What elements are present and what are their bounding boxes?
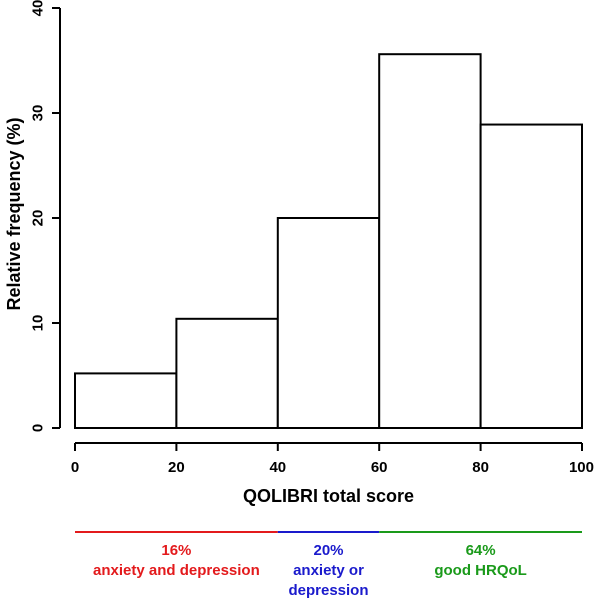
x-tick-label: 60: [371, 459, 388, 476]
score-groups: 16% anxiety and depression 20% anxiety or de…: [75, 531, 582, 599]
x-tick-label: 100: [569, 459, 594, 476]
x-tick-label: 20: [168, 459, 185, 476]
y-tick-label: 10: [30, 315, 47, 332]
histogram-bar-0: [74, 372, 178, 429]
histogram-bar-3: [378, 53, 482, 429]
y-tick-label: 0: [30, 424, 47, 432]
histogram-bar-2: [276, 217, 381, 429]
group-label-1-line-1: anxiety or: [293, 562, 364, 579]
bars-group: [74, 53, 584, 430]
y-axis-title: Relative frequency (%): [4, 117, 24, 310]
group-label-2-line-1: good HRQoL: [434, 562, 526, 579]
x-tick-label: 80: [472, 459, 489, 476]
y-tick-label: 20: [30, 210, 47, 227]
group-label-1-line-2: depression: [288, 582, 368, 599]
x-axis-title: QOLIBRI total score: [243, 486, 414, 506]
histogram-bar-1: [175, 317, 279, 429]
histogram-bar-4: [479, 123, 584, 430]
group-label-0-line-0: 16%: [161, 542, 191, 559]
group-label-1-line-0: 20%: [313, 542, 343, 559]
x-tick-label: 0: [71, 459, 79, 476]
y-tick-label: 40: [30, 0, 47, 16]
x-tick-label: 40: [269, 459, 286, 476]
group-label-0-line-1: anxiety and depression: [93, 562, 260, 579]
y-axis: 0 10 20 30 40: [30, 0, 61, 432]
x-axis: 0 20 40 60 80 100: [71, 442, 594, 476]
group-label-2-line-0: 64%: [466, 542, 496, 559]
y-tick-label: 30: [30, 105, 47, 122]
